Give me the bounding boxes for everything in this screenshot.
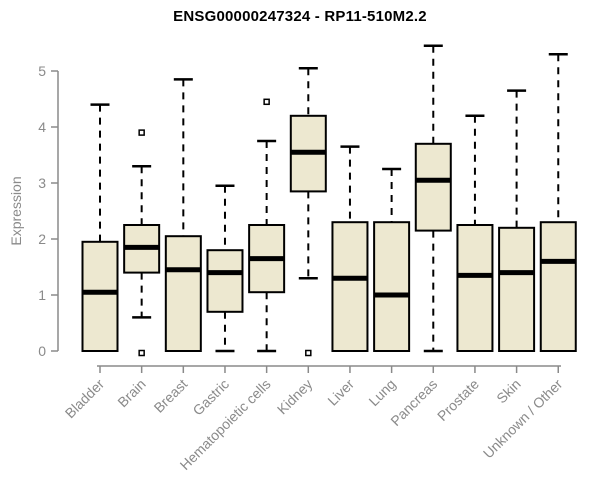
y-tick-label: 0 [38,343,46,359]
box-rect [539,221,577,352]
y-tick-label: 1 [38,287,46,303]
outlier-point [263,98,270,106]
box-rect [414,142,452,232]
outlier-point [138,129,145,136]
box-unknown-other [539,52,577,352]
x-category-label: Bladder [62,376,108,422]
box-kidney [289,66,327,357]
chart-title: ENSG00000247324 - RP11-510M2.2 [173,8,427,25]
box-rect [373,221,411,352]
box-liver [331,145,369,352]
box-rect [206,249,244,313]
box-bladder [81,103,119,352]
y-axis: 0 1 2 3 4 5 [38,63,59,359]
box-gastric [206,184,244,353]
box-rect [456,224,494,352]
y-tick-label: 4 [38,119,46,135]
box-prostate [456,114,494,352]
x-category-label: Kidney [274,376,316,418]
box-rect [164,235,202,352]
outlier-point [138,349,145,357]
x-category-label: Brain [114,376,148,410]
y-tick-label: 5 [38,63,46,79]
y-tick-label: 2 [38,231,46,247]
box-hematopoietic-cells [248,98,286,353]
box-rect [331,221,369,352]
box-breast [164,78,202,352]
box-rect [81,240,119,352]
x-category-label: Breast [151,376,191,416]
box-lung [373,167,411,352]
box-brain [123,129,161,357]
x-category-label: Liver [324,376,357,409]
x-category-label: Unknown / Other [480,376,566,462]
x-category-label: Prostate [434,376,482,424]
outlier-point [305,349,312,357]
x-category-label: Lung [365,376,398,409]
x-category-label: Skin [493,376,524,407]
box-rect [498,226,536,352]
box-skin [498,89,536,352]
y-tick-label: 3 [38,175,46,191]
box-pancreas [414,44,452,353]
